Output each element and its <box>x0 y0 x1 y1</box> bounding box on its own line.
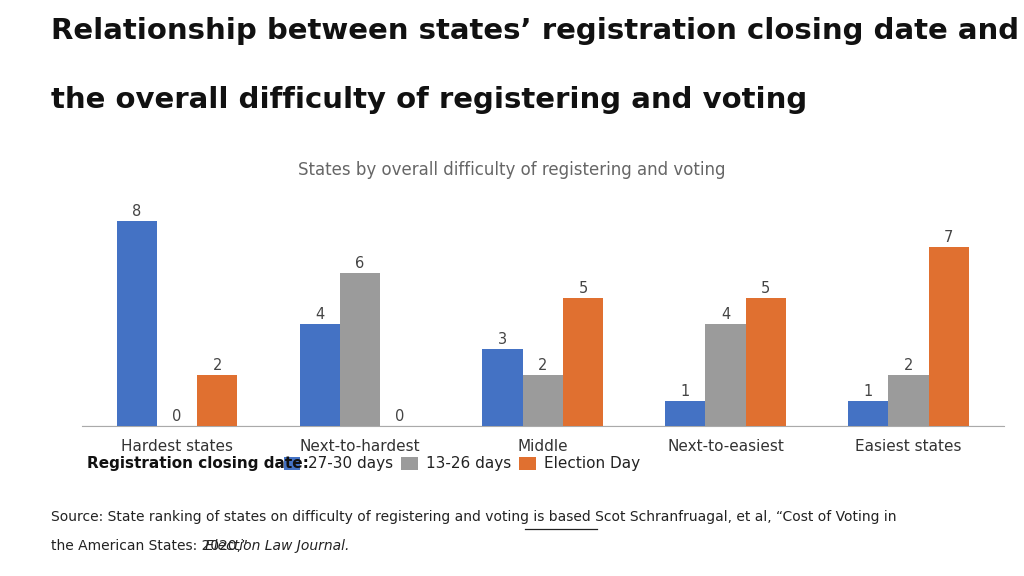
Text: Election Day: Election Day <box>544 456 640 471</box>
Bar <box>340 272 380 426</box>
Bar <box>706 324 745 426</box>
Bar <box>848 401 889 426</box>
Text: 8: 8 <box>132 204 141 219</box>
Text: States by overall difficulty of registering and voting: States by overall difficulty of register… <box>298 161 726 179</box>
Text: Election Law Journal.: Election Law Journal. <box>206 539 350 552</box>
Text: Source: State ranking of states on difficulty of registering and voting is based: Source: State ranking of states on diffi… <box>51 510 897 524</box>
Bar <box>300 324 340 426</box>
Text: 2: 2 <box>904 358 913 373</box>
Text: 2: 2 <box>213 358 222 373</box>
Text: the overall difficulty of registering and voting: the overall difficulty of registering an… <box>51 86 808 115</box>
Bar <box>563 298 603 426</box>
Bar <box>482 350 522 426</box>
Text: 3: 3 <box>498 332 507 347</box>
Text: 5: 5 <box>579 281 588 296</box>
Bar <box>889 375 929 426</box>
Bar <box>666 401 706 426</box>
Text: 4: 4 <box>721 307 730 322</box>
Text: 4: 4 <box>315 307 325 322</box>
Bar <box>745 298 786 426</box>
Bar <box>117 221 157 426</box>
Text: Registration closing date:: Registration closing date: <box>87 456 309 471</box>
Bar <box>522 375 563 426</box>
Text: 5: 5 <box>761 281 770 296</box>
Text: 1: 1 <box>863 384 872 399</box>
Bar <box>929 247 969 426</box>
Text: 13-26 days: 13-26 days <box>426 456 511 471</box>
Text: 0: 0 <box>172 409 181 424</box>
Text: 2: 2 <box>538 358 548 373</box>
Text: 6: 6 <box>355 256 365 271</box>
Text: Relationship between states’ registration closing date and: Relationship between states’ registratio… <box>51 17 1019 46</box>
Text: 0: 0 <box>395 409 404 424</box>
Bar <box>198 375 238 426</box>
Text: 27-30 days: 27-30 days <box>308 456 393 471</box>
Text: 1: 1 <box>681 384 690 399</box>
Text: 7: 7 <box>944 230 953 245</box>
Text: the American States: 2020,”: the American States: 2020,” <box>51 539 253 552</box>
